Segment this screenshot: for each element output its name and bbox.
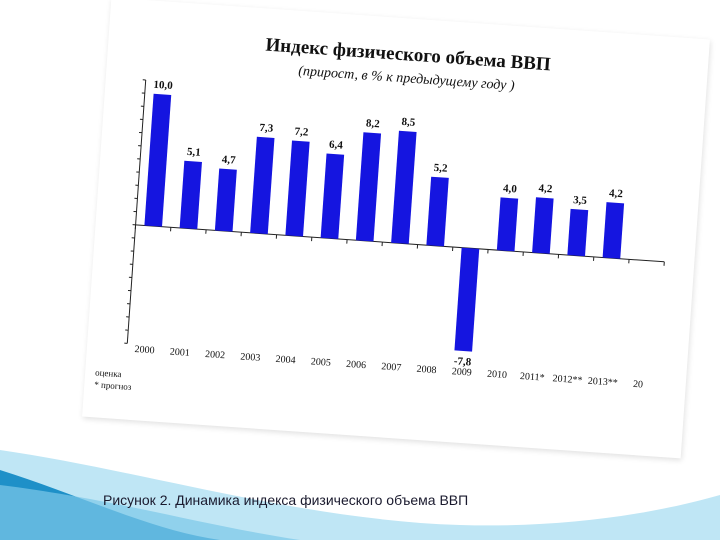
value-label: 7,3 xyxy=(259,122,274,135)
x-tick-label: 2005 xyxy=(310,356,331,368)
gdp-bar-chart: Индекс физического объема ВВП (прирост, … xyxy=(94,34,665,392)
bar-2005 xyxy=(320,153,345,239)
bar-2008 xyxy=(426,176,449,247)
chart-note-estimate: оценка xyxy=(95,367,122,379)
value-label: 7,2 xyxy=(294,126,309,139)
bar-2007 xyxy=(391,130,417,244)
chart-note-forecast: * прогноз xyxy=(94,379,132,392)
bar-2010 xyxy=(496,197,519,252)
x-tick-label: 20 xyxy=(633,379,644,391)
bar-2006 xyxy=(355,132,382,242)
x-tick-label: 2002 xyxy=(205,349,226,361)
chart-bars xyxy=(144,93,625,352)
chart-image: Индекс физического объема ВВП (прирост, … xyxy=(82,0,710,459)
value-label: 5,2 xyxy=(433,162,448,175)
value-label: 4,2 xyxy=(609,187,624,200)
value-label: 6,4 xyxy=(329,139,344,152)
chart-x-tick-labels: 2000 2001 2002 2003 2004 2005 2006 2007 2008 2009… xyxy=(134,344,643,391)
wave-mid-decoration xyxy=(0,485,300,540)
x-tick-label: 2011* xyxy=(520,371,545,384)
bar-2002 xyxy=(214,168,237,232)
value-label: 4,2 xyxy=(538,182,553,195)
value-label: 8,5 xyxy=(401,116,416,129)
x-tick-label: 2012** xyxy=(552,373,583,386)
bar-2004 xyxy=(285,140,310,237)
x-tick-label: 2000 xyxy=(134,344,155,356)
bar-2001 xyxy=(179,160,202,230)
x-tick-label: 2010 xyxy=(487,369,508,381)
value-label: 4,7 xyxy=(221,154,236,167)
value-label: 3,5 xyxy=(573,194,588,207)
bar-2013 xyxy=(602,202,625,259)
bar-2003 xyxy=(250,136,275,235)
bar-2012 xyxy=(567,208,589,257)
value-label: -7,8 xyxy=(453,355,472,368)
x-tick-label: 2003 xyxy=(240,351,261,363)
x-tick-label: 2013** xyxy=(587,376,618,389)
value-label: 10,0 xyxy=(153,79,174,92)
value-label: 8,2 xyxy=(366,117,381,130)
x-tick-label: 2004 xyxy=(275,354,296,366)
figure-caption: Рисунок 2. Динамика индекса физического … xyxy=(103,492,469,508)
chart-value-labels: 10,0 5,1 4,7 7,3 7,2 6,4 8,2 8,5 5,2 -7,8 4,0 4,2 3,… xyxy=(153,79,624,369)
bar-2009 xyxy=(454,247,480,352)
x-tick-label: 2009 xyxy=(451,366,472,378)
x-tick-label: 2001 xyxy=(169,347,190,359)
x-tick-label: 2008 xyxy=(416,364,437,376)
x-tick-label: 2006 xyxy=(346,359,367,371)
bar-2000 xyxy=(144,93,172,227)
value-label: 5,1 xyxy=(187,146,202,159)
bar-2011 xyxy=(532,197,554,254)
x-tick-label: 2007 xyxy=(381,361,402,373)
value-label: 4,0 xyxy=(503,183,518,196)
